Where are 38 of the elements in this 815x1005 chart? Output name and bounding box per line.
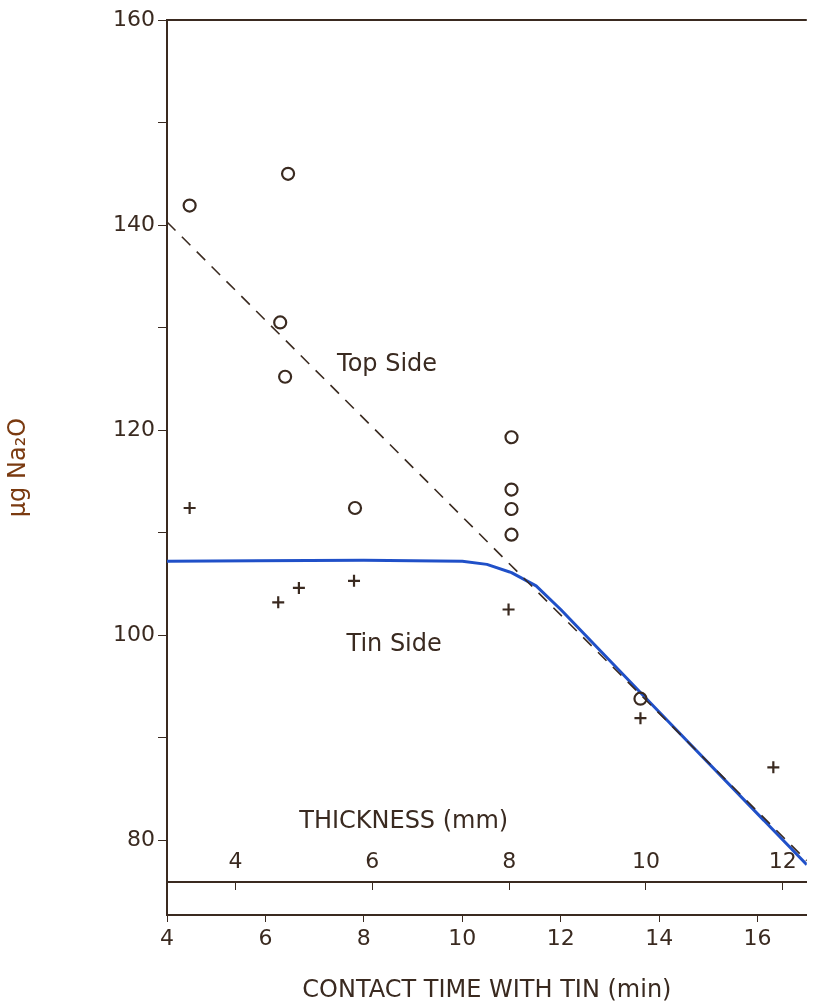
point bbox=[504, 527, 519, 542]
point bbox=[633, 711, 648, 726]
x-tick-label: 10 bbox=[448, 924, 477, 950]
point bbox=[504, 482, 519, 497]
point bbox=[504, 501, 519, 517]
y-axis-title: μg Na₂O bbox=[2, 417, 31, 518]
point bbox=[346, 573, 362, 588]
y-tick-label: 80 bbox=[127, 825, 155, 851]
point bbox=[766, 760, 781, 775]
point bbox=[278, 369, 293, 384]
text: Tin Side bbox=[345, 628, 442, 657]
point bbox=[633, 691, 648, 706]
x-tick-label: 12 bbox=[546, 924, 575, 950]
x-axis-title: CONTACT TIME WITH TIN (min) bbox=[302, 974, 672, 1003]
x-tick-label: 6 bbox=[258, 924, 273, 950]
x2-tick-label: 6 bbox=[365, 847, 380, 873]
x-tick-label: 4 bbox=[160, 924, 174, 950]
point bbox=[504, 430, 519, 445]
point bbox=[347, 500, 363, 516]
x-tick-label: 8 bbox=[356, 924, 371, 950]
x2-tick-label: 12 bbox=[768, 847, 797, 873]
x-tick-label: 16 bbox=[743, 924, 772, 950]
x2-tick-label: 10 bbox=[631, 847, 660, 873]
y-tick-label: 160 bbox=[113, 5, 155, 31]
point bbox=[291, 580, 306, 596]
point bbox=[501, 602, 516, 617]
y-tick-label: 100 bbox=[113, 620, 155, 646]
x2-axis-title: THICKNESS (mm) bbox=[298, 806, 509, 835]
y-tick-label: 140 bbox=[113, 210, 155, 236]
x-tick-label: 14 bbox=[645, 924, 674, 950]
point bbox=[280, 166, 296, 181]
x2-tick-label: 8 bbox=[502, 847, 517, 873]
series-label: Top Side bbox=[336, 348, 438, 377]
point bbox=[273, 315, 288, 330]
y-tick-label: 120 bbox=[113, 415, 155, 441]
point bbox=[271, 595, 286, 610]
point bbox=[182, 198, 197, 213]
x2-tick-label: 4 bbox=[228, 847, 243, 873]
